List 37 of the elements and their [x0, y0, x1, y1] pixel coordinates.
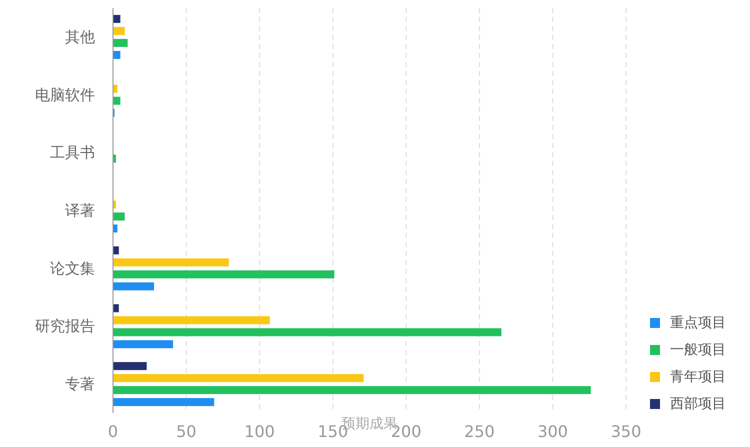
bar	[113, 96, 120, 105]
legend-label: 一般项目	[670, 342, 726, 358]
y-tick-label: 译著	[65, 202, 95, 220]
x-tick-label: 50	[176, 422, 196, 441]
y-tick-label: 电脑软件	[35, 86, 95, 104]
x-tick-label: 300	[537, 422, 568, 441]
x-tick-label: 100	[244, 422, 275, 441]
bar	[113, 212, 125, 220]
bar	[113, 398, 214, 406]
bar	[113, 340, 174, 348]
bar	[113, 386, 591, 394]
x-tick-label: 250	[464, 422, 495, 441]
bar	[113, 14, 120, 23]
bar	[113, 38, 128, 47]
y-tick-label: 研究报告	[35, 317, 95, 336]
legend-label: 西部项目	[670, 396, 726, 412]
bar	[113, 246, 119, 254]
bar	[113, 84, 118, 93]
bar	[113, 50, 120, 59]
y-tick-label: 其他	[65, 28, 95, 46]
bar	[113, 258, 229, 266]
legend-label: 青年项目	[670, 369, 726, 385]
y-tick-label: 专著	[65, 375, 95, 394]
bar	[113, 362, 147, 370]
x-tick-label: 350	[610, 422, 642, 441]
bar	[113, 270, 334, 278]
y-tick-label: 工具书	[50, 144, 95, 162]
bar	[113, 282, 154, 290]
bar	[113, 374, 364, 382]
bar	[113, 316, 270, 324]
legend-label: 重点项目	[670, 315, 726, 331]
y-tick-label: 论文集	[50, 259, 95, 278]
bar	[113, 328, 502, 336]
x-tick-label: 0	[108, 422, 118, 441]
bar	[113, 26, 125, 35]
bar	[113, 224, 118, 232]
bar	[113, 304, 119, 312]
